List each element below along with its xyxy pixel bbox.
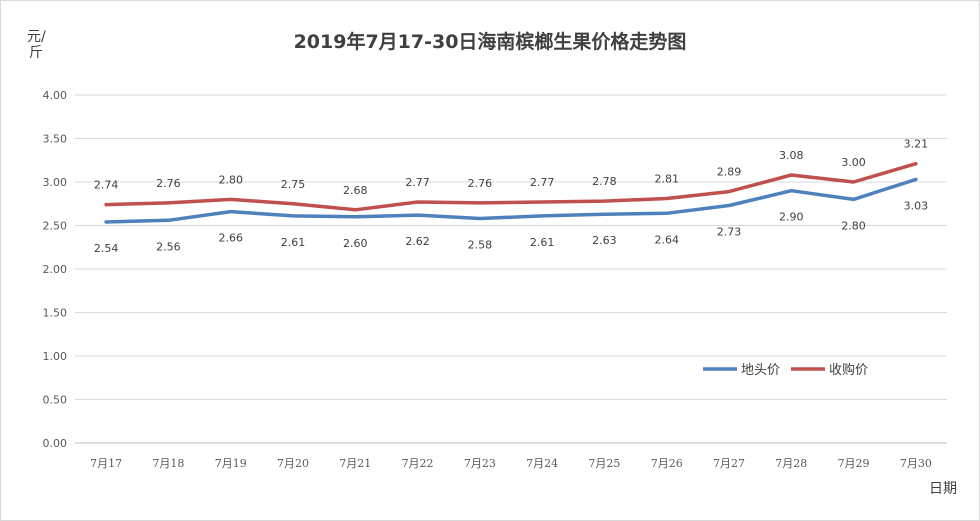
x-tick-label: 7月27 — [713, 457, 745, 470]
x-tick-label: 7月28 — [775, 457, 807, 470]
data-label: 3.08 — [779, 149, 804, 162]
data-label: 2.56 — [156, 240, 181, 253]
x-tick-label: 7月19 — [215, 457, 247, 470]
data-label: 2.60 — [343, 237, 368, 250]
data-label: 2.61 — [281, 236, 306, 249]
x-tick-label: 7月26 — [651, 457, 683, 470]
data-label: 2.68 — [343, 184, 368, 197]
x-tick-label: 7月17 — [90, 457, 122, 470]
data-label: 2.80 — [218, 173, 243, 186]
data-label: 2.74 — [94, 179, 119, 192]
data-label: 2.81 — [654, 173, 679, 186]
y-tick-label: 2.50 — [43, 220, 68, 233]
data-label: 2.76 — [468, 177, 493, 190]
y-tick-label: 0.50 — [43, 394, 68, 407]
data-label: 2.76 — [156, 177, 181, 190]
y-axis-label: 元/斤 — [27, 29, 46, 61]
data-label: 2.54 — [94, 242, 119, 255]
data-label: 3.03 — [904, 199, 929, 212]
data-label: 2.66 — [218, 232, 243, 245]
legend-label: 地头价 — [741, 363, 780, 378]
data-label: 2.63 — [592, 234, 617, 247]
data-label: 2.64 — [654, 233, 679, 246]
series-line-2 — [104, 161, 918, 212]
data-label: 2.77 — [405, 176, 430, 189]
data-label: 2.80 — [841, 219, 866, 232]
x-tick-label: 7月25 — [588, 457, 620, 470]
data-label: 2.90 — [779, 211, 804, 224]
data-label: 2.62 — [405, 235, 430, 248]
x-tick-label: 7月22 — [402, 457, 434, 470]
data-label: 3.00 — [841, 156, 866, 169]
y-tick-label: 0.00 — [43, 437, 68, 450]
data-label: 2.61 — [530, 236, 555, 249]
x-axis-label: 日期 — [929, 481, 957, 497]
y-tick-label: 3.50 — [43, 133, 68, 146]
x-tick-label: 7月23 — [464, 457, 496, 470]
data-label: 2.78 — [592, 175, 617, 188]
y-tick-label: 2.00 — [43, 263, 68, 276]
y-tick-label: 4.00 — [43, 89, 68, 102]
y-tick-label: 1.50 — [43, 307, 68, 320]
data-label: 2.73 — [717, 225, 742, 238]
x-tick-label: 7月29 — [838, 457, 870, 470]
x-tick-label: 7月24 — [526, 457, 558, 470]
data-label: 2.75 — [281, 178, 306, 191]
data-label: 2.58 — [468, 239, 493, 252]
x-tick-label: 7月20 — [277, 457, 309, 470]
y-tick-label: 3.00 — [43, 176, 68, 189]
x-tick-label: 7月21 — [339, 457, 371, 470]
data-label: 3.21 — [904, 138, 929, 151]
data-label: 2.77 — [530, 176, 555, 189]
series-line-1 — [104, 177, 918, 224]
x-tick-label: 7月18 — [152, 457, 184, 470]
chart-title: 2019年7月17-30日海南槟榔生果价格走势图 — [293, 31, 687, 53]
y-tick-label: 1.00 — [43, 350, 68, 363]
x-tick-label: 7月30 — [900, 457, 932, 470]
data-label: 2.89 — [717, 166, 742, 179]
legend-label: 收购价 — [829, 362, 868, 378]
